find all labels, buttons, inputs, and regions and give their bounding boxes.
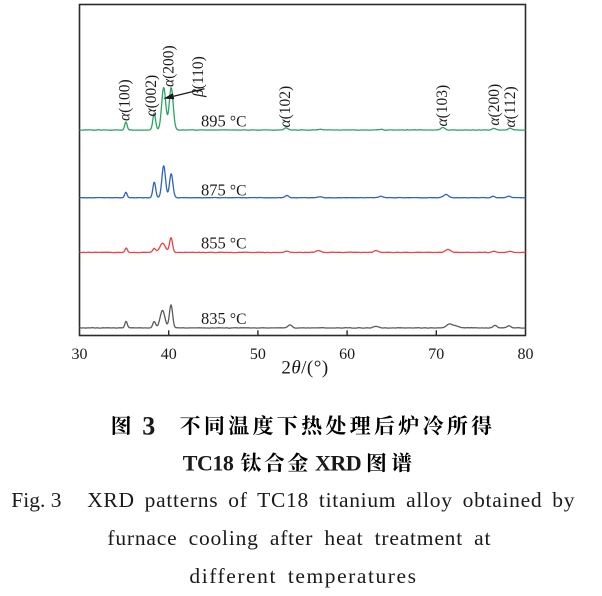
svg-text:30: 30 <box>72 346 88 363</box>
svg-text:α(112): α(112) <box>502 86 519 127</box>
svg-text:60: 60 <box>339 346 355 363</box>
svg-text:855 °C: 855 °C <box>201 234 246 253</box>
svg-text:furnace cooling after heat tre: furnace cooling after heat treatment at <box>107 526 491 550</box>
svg-text:α(103): α(103) <box>434 85 451 127</box>
svg-text:Fig. 3: Fig. 3 <box>11 488 61 512</box>
svg-text:TC18: TC18 <box>183 450 234 475</box>
svg-text:40: 40 <box>161 346 177 363</box>
svg-text:XRD patterns of TC18 titanium: XRD patterns of TC18 titanium alloy obta… <box>87 488 575 512</box>
svg-text:different temperatures: different temperatures <box>189 564 417 588</box>
svg-text:875 °C: 875 °C <box>201 180 246 199</box>
svg-text:80: 80 <box>518 346 534 363</box>
svg-text:2θ/(°): 2θ/(°) <box>281 358 328 379</box>
svg-text:895 °C: 895 °C <box>201 111 246 130</box>
svg-text:α(002): α(002) <box>143 75 160 117</box>
svg-text:α(200): α(200) <box>486 84 503 126</box>
svg-text:3: 3 <box>142 412 155 441</box>
svg-text:α(100): α(100) <box>117 79 134 121</box>
svg-text:50: 50 <box>250 346 266 363</box>
svg-text:β(110): β(110) <box>190 56 207 98</box>
svg-text:α(102): α(102) <box>277 86 294 128</box>
svg-text:70: 70 <box>428 346 444 363</box>
svg-text:835 °C: 835 °C <box>201 309 246 328</box>
svg-text:α(200): α(200) <box>161 45 178 87</box>
svg-text:XRD: XRD <box>315 450 361 475</box>
